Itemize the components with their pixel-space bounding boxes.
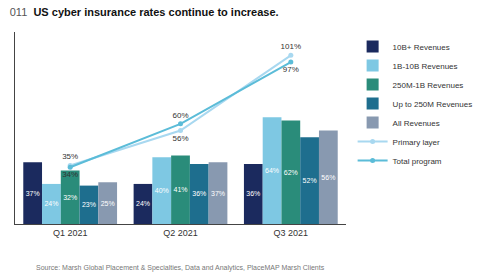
svg-text:Source: Marsh Global Placement: Source: Marsh Global Placement & Special… [36, 264, 325, 272]
svg-text:60%: 60% [172, 111, 188, 120]
svg-text:62%: 62% [284, 169, 298, 176]
svg-text:25%: 25% [101, 200, 115, 207]
svg-text:24%: 24% [136, 200, 150, 207]
svg-text:Q3 2021: Q3 2021 [274, 228, 309, 238]
svg-text:1B-10B Revenues: 1B-10B Revenues [393, 62, 458, 71]
svg-text:36%: 36% [192, 190, 206, 197]
svg-text:250M-1B Revenues: 250M-1B Revenues [393, 81, 464, 90]
svg-text:37%: 37% [211, 190, 225, 197]
svg-text:Up to 250M Revenues: Up to 250M Revenues [393, 100, 473, 109]
svg-text:64%: 64% [265, 167, 279, 174]
svg-text:40%: 40% [155, 187, 169, 194]
svg-text:011 US cyber insurance rates: 011 US cyber insurance rates continue to… [10, 6, 279, 18]
svg-text:37%: 37% [26, 190, 40, 197]
svg-text:All Revenues: All Revenues [393, 119, 440, 128]
svg-text:34%: 34% [62, 170, 78, 179]
svg-text:Total program: Total program [393, 157, 442, 166]
svg-text:Q1 2021: Q1 2021 [53, 228, 88, 238]
svg-text:52%: 52% [303, 177, 317, 184]
svg-text:Q2 2021: Q2 2021 [163, 228, 198, 238]
svg-text:24%: 24% [44, 200, 58, 207]
svg-text:41%: 41% [173, 186, 187, 193]
svg-text:35%: 35% [62, 152, 78, 161]
svg-text:101%: 101% [281, 42, 301, 51]
svg-text:36%: 36% [246, 190, 260, 197]
svg-text:10B+ Revenues: 10B+ Revenues [393, 43, 450, 52]
svg-text:32%: 32% [63, 194, 77, 201]
svg-text:23%: 23% [82, 201, 96, 208]
svg-text:56%: 56% [172, 134, 188, 143]
svg-text:Primary layer: Primary layer [393, 138, 440, 147]
svg-text:97%: 97% [283, 65, 299, 74]
svg-text:56%: 56% [321, 174, 335, 181]
